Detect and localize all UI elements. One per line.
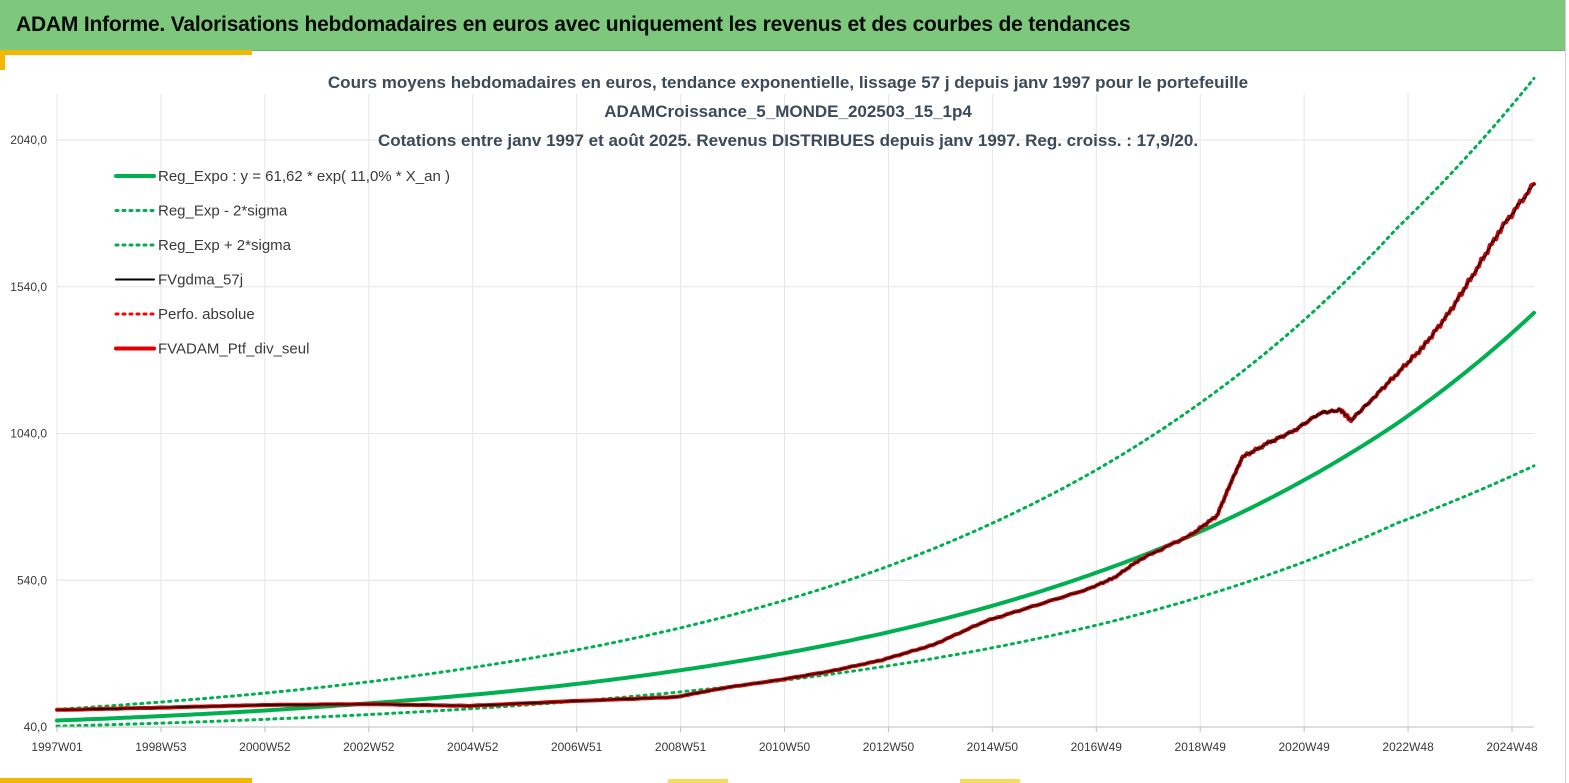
series-line-0 xyxy=(55,310,1536,723)
page-title: ADAM Informe. Valorisations hebdomadaire… xyxy=(16,13,1131,36)
series-line-4 xyxy=(56,183,1535,711)
accent-bar-bottom-3 xyxy=(960,779,1020,783)
series-line-3 xyxy=(56,183,1535,711)
x-tick-label: 2012W50 xyxy=(863,740,915,754)
x-tick-label: 1997W01 xyxy=(31,740,83,754)
series xyxy=(55,76,1536,728)
chart-title-line-1: Cours moyens hebdomadaires en euros, ten… xyxy=(328,73,1248,92)
chart-title-line-3: Cotations entre janv 1997 et août 2025. … xyxy=(378,131,1198,150)
frame-border xyxy=(1565,0,1566,783)
chart-title: Cours moyens hebdomadaires en euros, ten… xyxy=(328,73,1248,150)
accent-bar-left xyxy=(0,50,5,70)
accent-bar-top xyxy=(0,50,252,55)
x-tick-label: 2018W49 xyxy=(1175,740,1227,754)
x-tick-label: 2022W48 xyxy=(1382,740,1434,754)
legend-label-0: Reg_Expo : y = 61,62 * exp( 11,0% * X_an… xyxy=(158,168,450,185)
x-tick-label: 2000W52 xyxy=(239,740,291,754)
legend-label-2: Reg_Exp + 2*sigma xyxy=(158,237,292,254)
accent-bar-bottom-2 xyxy=(668,779,728,783)
x-tick-label: 2002W52 xyxy=(343,740,395,754)
legend-label-1: Reg_Exp - 2*sigma xyxy=(158,203,288,220)
y-tick-label: 540,0 xyxy=(17,573,47,587)
accent-bar-bottom xyxy=(0,778,252,783)
grid xyxy=(56,94,1534,728)
y-tick-label: 2040,0 xyxy=(10,133,47,147)
y-tick-label: 40,0 xyxy=(24,720,48,734)
x-tick-label: 2010W50 xyxy=(759,740,811,754)
x-tick-label: 1998W53 xyxy=(135,740,187,754)
series-line-2 xyxy=(55,76,1536,711)
x-tick-label: 2008W51 xyxy=(655,740,707,754)
x-tick-label: 2014W50 xyxy=(967,740,1019,754)
x-tick-label: 2020W49 xyxy=(1278,740,1330,754)
axes: 40,0 540,0 1040,0 1540,0 2040,0 1997W01 1998W5… xyxy=(10,133,1538,754)
legend: Reg_Expo : y = 61,62 * exp( 11,0% * X_an… xyxy=(114,168,450,358)
header-banner: ADAM Informe. Valorisations hebdomadaire… xyxy=(0,0,1565,51)
x-tick-label: 2024W48 xyxy=(1486,740,1538,754)
x-tick-label: 2006W51 xyxy=(551,740,603,754)
y-tick-label: 1540,0 xyxy=(10,280,47,294)
legend-label-5: FVADAM_Ptf_div_seul xyxy=(158,341,309,358)
y-tick-label: 1040,0 xyxy=(10,427,47,441)
x-tick-label: 2016W49 xyxy=(1071,740,1123,754)
x-tick-label: 2004W52 xyxy=(447,740,499,754)
chart-title-line-2: ADAMCroissance_5_MONDE_202503_15_1p4 xyxy=(604,102,972,121)
legend-label-3: FVgdma_57j xyxy=(158,272,243,289)
legend-label-4: Perfo. absolue xyxy=(158,306,255,323)
series-line-5 xyxy=(55,182,1536,712)
